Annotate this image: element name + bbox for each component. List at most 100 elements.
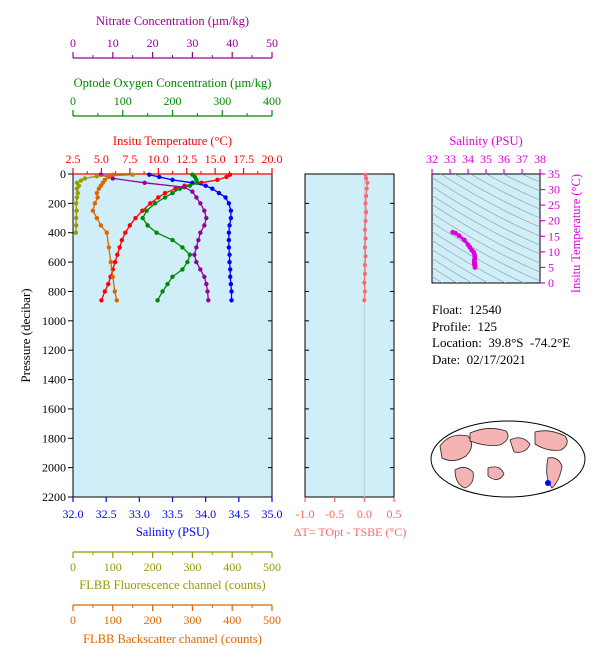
delta-axis-title: ΔT= TOpt - TSBE (°C): [294, 525, 407, 539]
salinity-point: [203, 183, 208, 188]
backscatter-tick-label: 400: [223, 613, 241, 627]
temperature-point: [127, 223, 133, 228]
nitrate-point: [204, 281, 209, 287]
oxygen-point: [187, 183, 193, 188]
nitrate-tick-label: 50: [266, 36, 278, 50]
temperature-tick-label: 7.5: [122, 152, 137, 166]
oxygen-point: [185, 259, 190, 265]
salinity-point: [226, 245, 232, 250]
salinity-axis-title: Salinity (PSU): [136, 525, 209, 539]
ts-y-tick-label: 5: [548, 260, 554, 274]
delta-point: [362, 271, 367, 276]
oxygen-point: [180, 245, 185, 250]
ts-y-tick-label: 25: [548, 198, 560, 212]
nitrate-point: [190, 189, 195, 194]
ts-point: [456, 233, 462, 239]
y-tick-label: 400: [48, 226, 66, 240]
fluorescence-point: [74, 195, 80, 200]
ts-point: [462, 237, 467, 243]
temperature-point: [148, 201, 153, 206]
backscatter-point: [94, 190, 100, 196]
backscatter-point: [98, 223, 104, 228]
nitrate-point: [182, 185, 187, 190]
fluorescence-point: [82, 176, 88, 181]
y-tick-label: 800: [48, 284, 66, 298]
temperature-point: [106, 281, 111, 287]
world-map-land: [534, 430, 568, 451]
ts-isoline: [432, 186, 540, 246]
salinity-tick-label: 32.5: [96, 507, 117, 521]
oxygen-point: [155, 298, 160, 303]
y-axis-label: Pressure (decibar): [18, 288, 33, 382]
ts-isoline: [412, 83, 560, 163]
fluorescence-point: [73, 223, 79, 228]
delta-point: [364, 186, 369, 191]
backscatter-axis-title: FLBB Backscatter channel (counts): [83, 632, 262, 646]
oxygen-point: [154, 230, 159, 235]
salinity-point: [228, 274, 233, 279]
temperature-tick-label: 5.0: [94, 152, 109, 166]
y-tick-label: 1800: [42, 431, 66, 445]
backscatter-point: [95, 195, 100, 200]
ts-y-tick-label: 35: [548, 167, 560, 181]
delta-point: [364, 176, 369, 181]
fluorescence-point: [78, 178, 84, 183]
nitrate-tick-label: 40: [226, 36, 238, 50]
y-tick-label: 2000: [42, 461, 66, 475]
nitrate-point: [196, 237, 201, 243]
backscatter-tick-label: 0: [70, 613, 76, 627]
delta-tick-label: 0.0: [357, 507, 372, 521]
delta-point: [363, 172, 368, 177]
fluorescence-tick-label: 100: [104, 560, 122, 574]
delta-point: [362, 245, 367, 250]
ts-x-tick-label: 37: [516, 152, 528, 166]
backscatter-point: [96, 186, 102, 191]
oxygen-point: [170, 237, 175, 243]
temperature-point: [133, 215, 138, 221]
oxygen-point: [152, 201, 158, 206]
temperature-point: [117, 245, 122, 250]
profile-number: Profile: 125: [432, 318, 497, 334]
y-tick-label: 1600: [42, 402, 66, 416]
date: Date: 02/17/2021: [432, 351, 526, 367]
nitrate-tick-label: 30: [186, 36, 198, 50]
salinity-tick-label: 33.5: [162, 507, 183, 521]
temperature-point: [215, 177, 220, 183]
salinity-tick-label: 34.5: [228, 507, 249, 521]
delta-tick-label: -0.5: [325, 507, 344, 521]
fluorescence-tick-label: 400: [223, 560, 241, 574]
oxygen-point: [170, 190, 175, 196]
location: Location: 39.8°S -74.2°E: [432, 335, 571, 350]
temperature-point: [102, 289, 108, 294]
world-map-land: [509, 437, 531, 453]
fluorescence-point: [73, 230, 78, 235]
oxygen-point: [145, 223, 150, 228]
delta-point: [364, 210, 369, 215]
fluorescence-tick-label: 500: [263, 560, 281, 574]
fluorescence-point: [130, 172, 135, 177]
temperature-tick-label: 2.5: [66, 152, 81, 166]
ts-x-tick-label: 32: [426, 152, 438, 166]
temperature-point: [123, 230, 128, 235]
ts-y-axis-title: Insitu Temperature (°C): [569, 174, 583, 293]
nitrate-point: [194, 195, 199, 200]
backscatter-point: [94, 215, 100, 221]
salinity-point: [226, 201, 232, 206]
ts-isoline: [432, 213, 540, 273]
oxygen-point: [170, 274, 175, 279]
ts-plot-area: [431, 173, 541, 284]
oxygen-tick-label: 0: [70, 94, 76, 108]
world-map-land: [439, 434, 472, 461]
salinity-point: [157, 174, 162, 180]
oxygen-tick-label: 100: [114, 94, 132, 108]
ts-x-tick-label: 38: [534, 152, 546, 166]
ts-isoline: [432, 231, 525, 283]
y-tick-label: 600: [48, 255, 66, 269]
oxygen-axis-title: Optode Oxygen Concentration (µm/kg): [74, 76, 272, 90]
salinity-point: [229, 289, 234, 294]
nitrate-point: [192, 252, 197, 257]
backscatter-point: [92, 201, 98, 206]
nitrate-tick-label: 10: [107, 36, 119, 50]
salinity-point: [170, 177, 175, 183]
